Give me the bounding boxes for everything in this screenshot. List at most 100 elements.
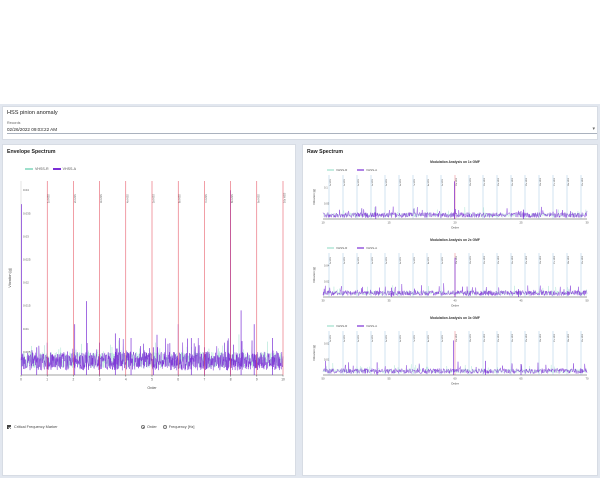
marker-label: 13x HSS	[498, 255, 500, 264]
radio-selected-icon[interactable]	[141, 425, 145, 429]
marker-label: 10x HSS	[456, 255, 458, 264]
marker-label: 5x HSS	[386, 334, 388, 342]
x-tick-label: 70	[585, 377, 589, 381]
marker-label: 9x HSS	[256, 194, 260, 203]
critical-frequency-marker-checkbox[interactable]: Critical Frequency Marker	[7, 425, 57, 429]
marker-label: 3x HSS	[358, 334, 360, 342]
marker-label: 9x HSS	[442, 178, 444, 186]
y-tick-label: 0.01	[23, 327, 29, 331]
x-tick-label: 5	[151, 378, 153, 382]
marker-label: 1x HSS	[47, 194, 51, 203]
marker-label: 8x HSS	[230, 194, 234, 203]
marker-label: 5x HSS	[386, 256, 388, 264]
marker-label: 16x HSS	[540, 255, 542, 264]
header-card: HSS pinion anomaly Records 02/26/2022 09…	[2, 106, 598, 140]
chevron-down-icon[interactable]: ▾	[592, 126, 595, 132]
x-tick-label: 4	[125, 378, 127, 382]
marker-label: 4x HSS	[372, 178, 374, 186]
y-tick-label: 0.01	[324, 357, 330, 361]
radio-order[interactable]: Order	[141, 425, 157, 429]
marker-label: 7x HSS	[414, 334, 416, 342]
y-axis-label: Vibration [g]	[312, 345, 316, 361]
marker-label: 6x HSS	[400, 178, 402, 186]
radio-unselected-icon[interactable]	[162, 425, 167, 429]
y-tick-label: 0.1	[324, 186, 328, 190]
marker-label: 18x HSS	[568, 255, 570, 264]
marker-label: 10x HSS	[456, 177, 458, 186]
x-axis-label: Order	[451, 226, 459, 230]
x-tick-label: 30	[585, 221, 589, 225]
envelope-legend: VHSS-R VHSS-A	[25, 167, 76, 171]
x-tick-label: 25	[519, 221, 523, 225]
envelope-chart[interactable]: 0.04 0.035 0.03 0.025 0.02 0.015 0.01 0.005 0 1 2 3…	[3, 175, 295, 423]
marker-label: 19x HSS	[582, 177, 584, 186]
x-tick-label: 65	[519, 377, 523, 381]
legend-label-vhss-a: VHSS-A	[62, 167, 76, 171]
radio-frequency-label: Frequency [Hz]	[168, 425, 195, 429]
series-vhss-r-line	[322, 363, 588, 374]
x-tick-label: 7	[204, 378, 206, 382]
legend-label-vhss-r: VHSS-R	[336, 246, 348, 250]
marker-label: 6x HSS	[400, 256, 402, 264]
marker-label: 19x HSS	[582, 255, 584, 264]
x-tick-label: 8	[230, 378, 232, 382]
envelope-panel-title: Envelope Spectrum	[7, 149, 56, 155]
x-axis-label: Order	[451, 304, 459, 308]
legend-label-vhss-r: VHSS-R	[336, 324, 348, 328]
raw-chart-title: Modulation Analysis on 2x GMF	[430, 238, 480, 242]
y-tick-label: 0.05	[324, 201, 330, 205]
record-select[interactable]: 02/26/2022 09:03:22 AM ▾	[7, 126, 597, 134]
marker-label: 9x HSS	[442, 334, 444, 342]
x-tick-label: 55	[387, 377, 391, 381]
marker-label: 8x HSS	[428, 334, 430, 342]
x-tick-label: 10	[281, 378, 285, 382]
checkbox-checked-icon[interactable]	[7, 425, 11, 429]
y-axis-label: Vibration [g]	[312, 189, 316, 205]
y-tick-label: 0.015	[23, 304, 31, 308]
marker-label: 12x HSS	[484, 177, 486, 186]
marker-label: 1x HSS	[330, 334, 332, 342]
marker-label: 17x HSS	[554, 177, 556, 186]
raw-chart-title: Modulation Analysis on 1x GMF	[430, 160, 480, 164]
x-tick-label: 20	[453, 221, 457, 225]
x-tick-label: 2	[73, 378, 75, 382]
y-axis-label: Vibration [g]	[8, 268, 12, 287]
legend-label-vhss-a: VHSS-A	[366, 246, 377, 250]
marker-label: 2x HSS	[344, 334, 346, 342]
marker-label: 15x HSS	[526, 177, 528, 186]
checkbox-label: Critical Frequency Marker	[14, 425, 58, 429]
y-tick-label: 0.02	[324, 279, 330, 283]
y-tick-label: 0.005	[23, 350, 31, 354]
raw-spectrum-charts[interactable]: Modulation Analysis on 1x GMF VHSS-R VHSS-…	[303, 155, 597, 389]
marker-label: 11x HSS	[470, 255, 472, 264]
marker-label: 13x HSS	[498, 333, 500, 342]
x-tick-label: 50	[585, 299, 589, 303]
x-tick-label: 40	[453, 299, 457, 303]
x-tick-label: 15	[387, 221, 391, 225]
marker-label: 6x HSS	[178, 194, 182, 203]
marker-label: 17x HSS	[554, 333, 556, 342]
radio-order-label: Order	[147, 425, 157, 429]
legend-item-vhss-a[interactable]: VHSS-A	[52, 167, 76, 171]
marker-label: 4x HSS	[372, 334, 374, 342]
x-tick-label: 3	[99, 378, 101, 382]
marker-label: 8x HSS	[428, 178, 430, 186]
raw-spectrum-panel: Raw Spectrum Modulation Analysis on 1x G…	[302, 144, 598, 476]
marker-label: 11x HSS	[470, 333, 472, 342]
y-tick-label: 0.04	[23, 188, 29, 192]
x-axis-label: Order	[147, 386, 157, 390]
radio-frequency[interactable]: Frequency [Hz]	[162, 425, 195, 429]
marker-label: 8x HSS	[428, 256, 430, 264]
x-tick-label: 10	[321, 221, 325, 225]
marker-label: 2x HSS	[344, 178, 346, 186]
envelope-spectrum-panel: Envelope Spectrum VHSS-R VHSS-A 0.04 0.03…	[2, 144, 296, 476]
marker-label: 12x HSS	[484, 333, 486, 342]
y-tick-label: 0.02	[23, 281, 29, 285]
legend-item-vhss-r[interactable]: VHSS-R	[25, 167, 49, 171]
y-tick-label: 0.02	[324, 342, 330, 346]
page-title: HSS pinion anomaly	[7, 110, 58, 116]
marker-label: 18x HSS	[568, 177, 570, 186]
x-tick-label: 6	[177, 378, 179, 382]
marker-label: 4x HSS	[125, 194, 129, 203]
marker-label: 15x HSS	[526, 333, 528, 342]
